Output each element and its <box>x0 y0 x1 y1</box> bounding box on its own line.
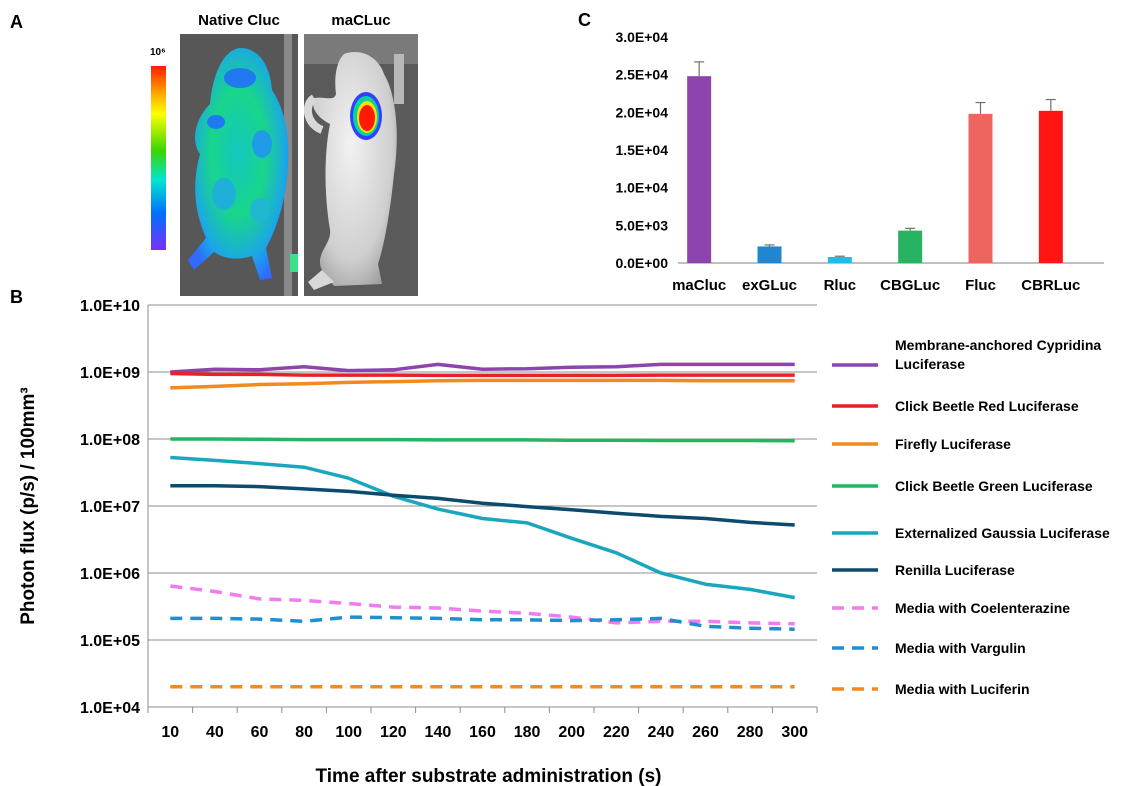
series-line <box>170 615 795 631</box>
native-cluc-mouse-image <box>180 34 298 296</box>
series-line <box>170 371 795 378</box>
line-chart-x-tick-label: 140 <box>425 724 452 741</box>
macluc-mouse-image <box>304 34 418 296</box>
line-chart-y-tick-label: 1.0E+06 <box>80 566 140 583</box>
series-line <box>170 362 795 374</box>
line-chart-y-axis-title: Photon flux (p/s) / 100mm³ <box>18 387 39 625</box>
bar-chart-y-tick-label: 2.0E+04 <box>615 104 668 120</box>
bar <box>1038 110 1063 264</box>
line-chart-x-tick-label: 10 <box>161 724 179 741</box>
line-chart-y-tick-label: 1.0E+08 <box>80 432 140 449</box>
legend-label: Firefly Luciferase <box>895 436 1011 452</box>
line-chart-x-tick-label: 80 <box>295 724 313 741</box>
series-line <box>170 484 795 527</box>
line-chart-x-tick-label: 160 <box>469 724 496 741</box>
series-line <box>170 455 796 600</box>
color-scale-max-label: 10⁶ <box>150 47 166 58</box>
series-line <box>170 584 795 626</box>
native-cluc-title: Native Cluc <box>198 12 280 29</box>
legend-label: Media with Vargulin <box>895 640 1026 656</box>
bar-chart-y-tick-label: 1.5E+04 <box>615 142 668 158</box>
macluc-title: maCLuc <box>331 12 391 29</box>
bar <box>757 246 782 263</box>
line-chart-y-tick-label: 1.0E+05 <box>80 633 140 650</box>
line-chart-y-tick-label: 1.0E+10 <box>80 298 140 315</box>
bar-chart-y-tick-label: 5.0E+03 <box>615 217 668 233</box>
line-chart-y-tick-label: 1.0E+09 <box>80 365 140 382</box>
panel-label-a: A <box>10 12 23 32</box>
bar-chart-y-tick-label: 1.0E+04 <box>615 180 668 196</box>
line-chart-x-tick-label: 260 <box>692 724 719 741</box>
legend-label: Renilla Luciferase <box>895 562 1015 578</box>
bar-category-label: Fluc <box>965 277 996 294</box>
legend-label: Media with Coelenterazine <box>895 600 1070 616</box>
bar-category-label: exGLuc <box>742 277 797 294</box>
native-cluc-mouse-drawing <box>180 34 298 296</box>
color-scale-bar <box>151 66 166 250</box>
line-chart-x-tick-label: 300 <box>781 724 808 741</box>
legend-label: Click Beetle Green Luciferase <box>895 478 1093 494</box>
macluc-mouse-drawing <box>304 34 418 296</box>
legend-label: Externalized Gaussia Luciferase <box>895 525 1110 541</box>
bar-category-label: Rluc <box>824 277 857 294</box>
legend-label: Media with Luciferin <box>895 681 1030 697</box>
line-chart-x-tick-label: 200 <box>558 724 585 741</box>
line-chart-x-tick-label: 120 <box>380 724 407 741</box>
line-chart-x-tick-label: 60 <box>251 724 269 741</box>
legend-label: Click Beetle Red Luciferase <box>895 398 1079 414</box>
bar-chart-y-tick-label: 2.5E+04 <box>615 67 668 83</box>
bar <box>687 76 712 263</box>
line-chart-y-tick-label: 1.0E+07 <box>80 499 140 516</box>
bar <box>898 230 923 263</box>
line-chart-x-tick-label: 40 <box>206 724 224 741</box>
line-chart-y-tick-label: 1.0E+04 <box>80 700 140 717</box>
legend-label: Membrane-anchored Cypridina Luciferase <box>895 337 1101 372</box>
bar <box>827 256 852 263</box>
line-chart-x-axis-title: Time after substrate administration (s) <box>316 766 662 786</box>
line-chart-x-tick-label: 240 <box>648 724 675 741</box>
panel-label-c: C <box>578 10 591 30</box>
bar-category-label: maCluc <box>672 277 726 294</box>
line-chart-x-tick-label: 220 <box>603 724 630 741</box>
line-chart-x-tick-label: 100 <box>335 724 362 741</box>
bar-chart-y-tick-label: 0.0E+00 <box>615 255 668 271</box>
bar-chart-y-tick-label: 3.0E+04 <box>615 29 668 45</box>
panel-label-b: B <box>10 287 23 307</box>
line-chart-x-tick-label: 280 <box>737 724 764 741</box>
series-line <box>170 437 795 443</box>
line-chart-x-tick-label: 180 <box>514 724 541 741</box>
bar <box>968 113 993 263</box>
bar-category-label: CBGLuc <box>880 277 940 294</box>
series-line <box>170 378 795 390</box>
bar-category-label: CBRLuc <box>1021 277 1080 294</box>
